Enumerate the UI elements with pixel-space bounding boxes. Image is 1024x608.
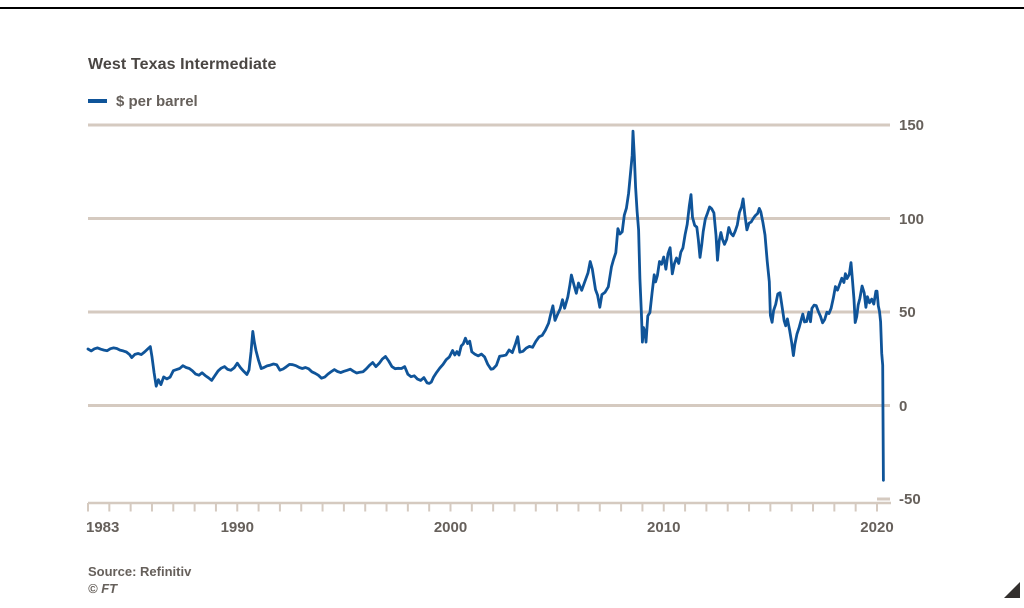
top-rule xyxy=(0,7,1024,9)
source-line: Source: Refinitiv xyxy=(88,564,192,579)
chart-title: West Texas Intermediate xyxy=(88,56,277,73)
expand-icon[interactable] xyxy=(1004,582,1020,598)
price-line xyxy=(86,129,885,482)
legend-label: $ per barrel xyxy=(116,92,198,110)
legend-line-swatch xyxy=(88,99,107,103)
legend: $ per barrel xyxy=(88,92,198,110)
ft-copyright: © FT xyxy=(88,581,118,596)
